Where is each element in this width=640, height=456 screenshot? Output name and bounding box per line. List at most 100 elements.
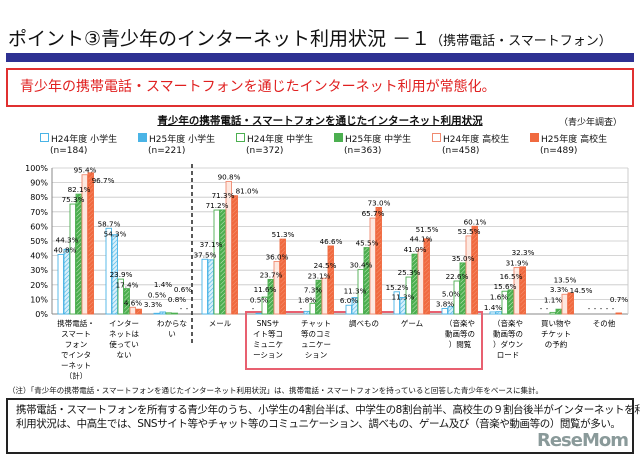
missing-mark: - [600,305,603,313]
x-tick-label: ュニケー [301,340,331,349]
legend-item: H24年度 高校生 (n=458) [432,133,530,157]
lead-box: 青少年の携帯電話・スマートフォンを通じたインターネット利用が常態化。 [6,68,634,107]
data-label: 36.0% [266,252,289,261]
data-label: 44.1% [410,235,433,244]
data-label: 0.8% [168,295,186,304]
y-tick-label: 70% [30,208,48,217]
data-label: 3.3% [550,285,568,294]
y-tick-label: 40% [30,252,48,261]
legend-swatch [432,133,441,142]
data-label: 30.4% [350,261,373,270]
data-label: 7.3% [304,285,322,294]
bar [441,308,448,315]
data-label: 40.8% [54,245,77,254]
legend: H24年度 小学生 (n=184) H25年度 小学生 (n=221) H24年度 中学… [40,133,628,157]
data-label: 11.3% [344,287,367,296]
bar [87,172,94,315]
data-label: 71.2% [206,201,229,210]
data-label: 1.8% [298,295,316,304]
bar [261,296,268,315]
x-tick-label: （音楽や [445,318,475,328]
legend-label: H24年度 高校生 [443,135,510,145]
y-tick-label: 50% [30,237,48,246]
bar [471,225,478,315]
data-label: 90.8% [218,172,241,181]
data-label: 96.7% [92,176,115,185]
bar [129,306,136,315]
y-tick-label: 0% [35,310,48,319]
x-tick-label: の予約 [545,339,568,349]
bar [399,297,406,315]
legend-n: (n=458) [442,146,480,156]
page-title: ポイント③青少年のインターネット利用状況 －１（携帯電話・スマートフォン） [8,24,612,51]
bar [219,209,226,315]
bar [69,203,76,315]
x-tick-label: （計） [65,371,88,381]
x-tick-label: でインタ [61,351,91,360]
bar [405,276,412,315]
data-label: 0.6% [174,285,192,294]
data-label: 51.3% [272,230,295,239]
x-tick-label: 携帯電話・ [57,318,95,328]
x-tick-label: チケット [541,330,571,339]
x-tick-label: わからな [157,319,187,328]
legend-item: H24年度 中学生 (n=372) [236,133,334,157]
bar [123,288,130,315]
legend-n: (n=363) [344,146,382,156]
x-tick-label: ーション [253,351,283,360]
missing-mark: - [606,305,609,313]
x-tick-label: ）閲覧 [449,339,472,349]
data-label: 82.1% [68,185,91,194]
bar [273,260,280,315]
bar [495,311,502,315]
bar [615,312,622,315]
x-tick-label: その他 [593,318,616,328]
x-tick-label: 動画等の [445,329,475,339]
missing-mark: - [252,305,255,313]
data-label: 23.7% [260,270,283,279]
bar [501,290,508,315]
bar [309,302,316,315]
data-label: 37.1% [200,240,223,249]
bar [465,235,472,315]
bar [213,209,220,315]
bar [63,248,70,315]
legend-item: H25年度 高校生 (n=489) [530,133,628,157]
bar [555,308,562,315]
footnote: （注）「青少年の携帯電話・スマートフォンを通じたインターネット利用状況」は、携帯… [8,386,544,395]
data-label: 0.5% [148,290,166,299]
bar [111,234,118,315]
data-label: 3.3% [144,300,162,309]
data-label: 44.3% [56,235,79,244]
data-label: 6.0% [340,296,358,305]
data-label: 13.5% [554,275,577,284]
missing-mark: - [186,305,189,313]
source-label: （青少年調査） [558,118,622,128]
bar [363,247,370,315]
bar [201,258,208,315]
x-tick-label: スマート [61,330,91,339]
bar [459,262,466,315]
x-tick-label: ゲーム [401,319,423,328]
summary-line-1: 携帯電話・スマートフォンを所有する青少年のうち、小学生の4割台半ば、中学生の8割… [16,404,640,416]
bar [81,174,88,315]
bar [345,304,352,315]
bar [357,269,364,315]
x-tick-label: フォン [65,340,88,349]
data-label: 71.3% [212,191,235,200]
y-tick-label: 20% [30,281,48,290]
data-label: 35.0% [452,254,475,263]
bar [117,278,124,315]
missing-mark: - [588,305,591,313]
bar [489,311,496,315]
data-label: 16.5% [500,272,523,281]
bar [255,312,262,315]
resemom-logo: ReseMom [536,430,629,451]
x-tick-label: 買い物や [541,318,571,328]
data-label: 23.1% [308,271,331,280]
data-label: 37.5% [194,250,217,259]
title-sub: （携帯電話・スマートフォン） [430,34,612,49]
x-tick-label: い [168,330,176,339]
data-label: 14.5% [570,286,593,295]
x-tick-label: ない [117,351,132,360]
